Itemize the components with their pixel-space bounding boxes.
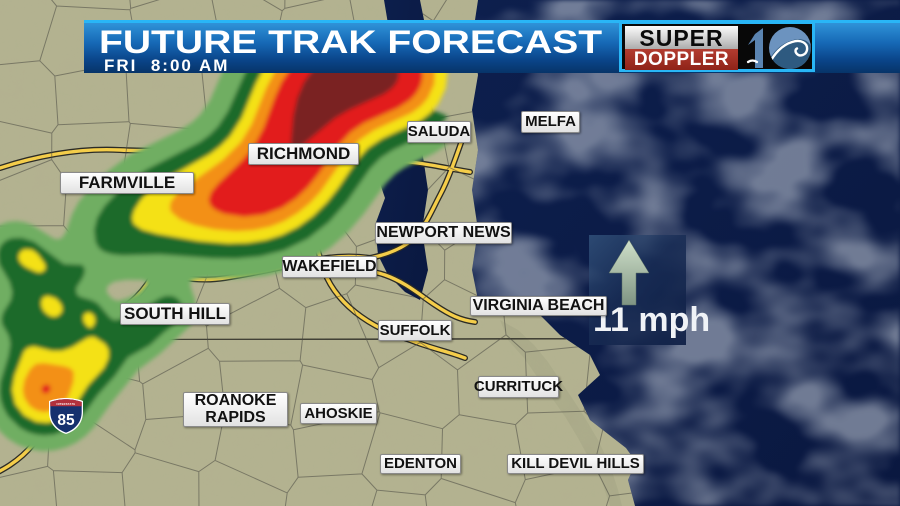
svg-text:85: 85 [57,412,75,429]
svg-text:INTERSTATE: INTERSTATE [57,402,76,406]
